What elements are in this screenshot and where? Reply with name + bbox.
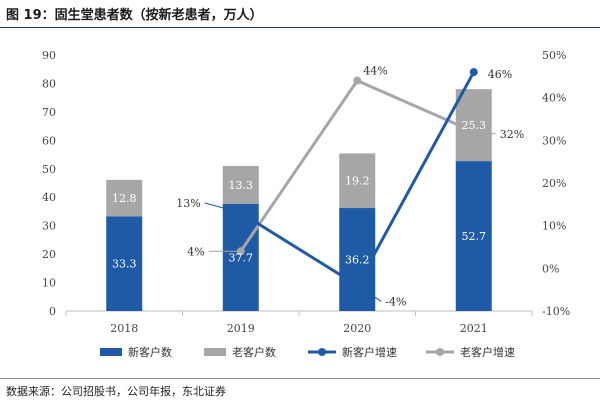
legend-swatch [204, 348, 226, 356]
bar-new-customers [455, 161, 492, 311]
left-axis-tick-label: 10 [42, 277, 56, 290]
legend-marker [318, 348, 326, 356]
growth-data-label-new: -4% [385, 295, 406, 308]
legend-label: 老客户数 [232, 345, 276, 359]
left-axis-tick-label: 80 [42, 77, 56, 90]
bar-old-data-label: 13.3 [229, 179, 254, 192]
growth-label-leader [473, 131, 496, 135]
left-axis-tick-label: 20 [42, 248, 56, 261]
growth-data-label-old: 32% [500, 128, 524, 141]
growth-label-leader [356, 284, 382, 302]
right-axis-tick-label: 40% [542, 92, 566, 105]
right-axis-tick-label: 50% [542, 49, 566, 62]
left-axis-tick-label: 30 [42, 220, 56, 233]
bar-new-data-label: 33.3 [112, 258, 137, 271]
left-axis-tick-label: 70 [42, 106, 56, 119]
growth-data-label-new: 46% [488, 68, 512, 81]
growth-data-label-new: 13% [176, 197, 200, 210]
chart-canvas: 0 10 20 30 40 50 60 70 80 90 -10% 0% 10% 20% 30% 40% 50%… [42, 49, 570, 359]
x-axis-tick-label: 2020 [343, 322, 371, 335]
bar-old-data-label: 12.8 [112, 192, 137, 205]
bar-new-data-label: 36.2 [345, 254, 370, 267]
right-axis-tick-label: 20% [542, 177, 566, 190]
left-axis-tick-label: 50 [42, 163, 56, 176]
title-rule [0, 27, 600, 28]
bar-new-customers [106, 216, 143, 311]
growth-data-label-old: 44% [363, 65, 387, 78]
point-old-growth [353, 76, 362, 85]
left-axis-tick-label: 60 [42, 134, 56, 147]
right-axis-tick-label: -10% [542, 305, 570, 318]
legend-label: 新客户增速 [342, 345, 397, 359]
legend-marker [436, 348, 444, 356]
bar-old-customers [106, 179, 143, 217]
bar-old-data-label: 19.2 [345, 175, 370, 188]
bar-old-data-label: 25.3 [462, 119, 487, 132]
bar-old-customers [339, 153, 376, 209]
right-axis-tick-label: 0% [542, 262, 559, 275]
x-axis-tick-label: 2021 [460, 322, 488, 335]
growth-label-leader [204, 202, 241, 214]
growth-data-label-old: 4% [187, 245, 204, 258]
left-axis-tick-label: 0 [49, 305, 56, 318]
x-axis-tick-label: 2018 [110, 322, 138, 335]
source-note: 数据来源：公司招股书，公司年报，东北证券 [6, 385, 226, 398]
bar-new-data-label: 37.7 [229, 251, 254, 264]
bar-old-customers [222, 165, 259, 204]
source-rule [0, 378, 600, 379]
point-new-growth [469, 68, 478, 77]
legend-label: 老客户增速 [460, 345, 515, 359]
bar-new-data-label: 52.7 [462, 230, 487, 243]
left-axis-tick-label: 90 [42, 49, 56, 62]
right-axis-tick-label: 30% [542, 134, 566, 147]
legend-swatch [100, 348, 122, 356]
left-axis-tick-label: 40 [42, 191, 56, 204]
x-axis-tick-label: 2019 [227, 322, 255, 335]
right-axis-tick-label: 10% [542, 220, 566, 233]
legend-label: 新客户数 [128, 345, 172, 359]
chart-title: 图 19：固生堂患者数（按新老患者，万人） [6, 8, 263, 23]
